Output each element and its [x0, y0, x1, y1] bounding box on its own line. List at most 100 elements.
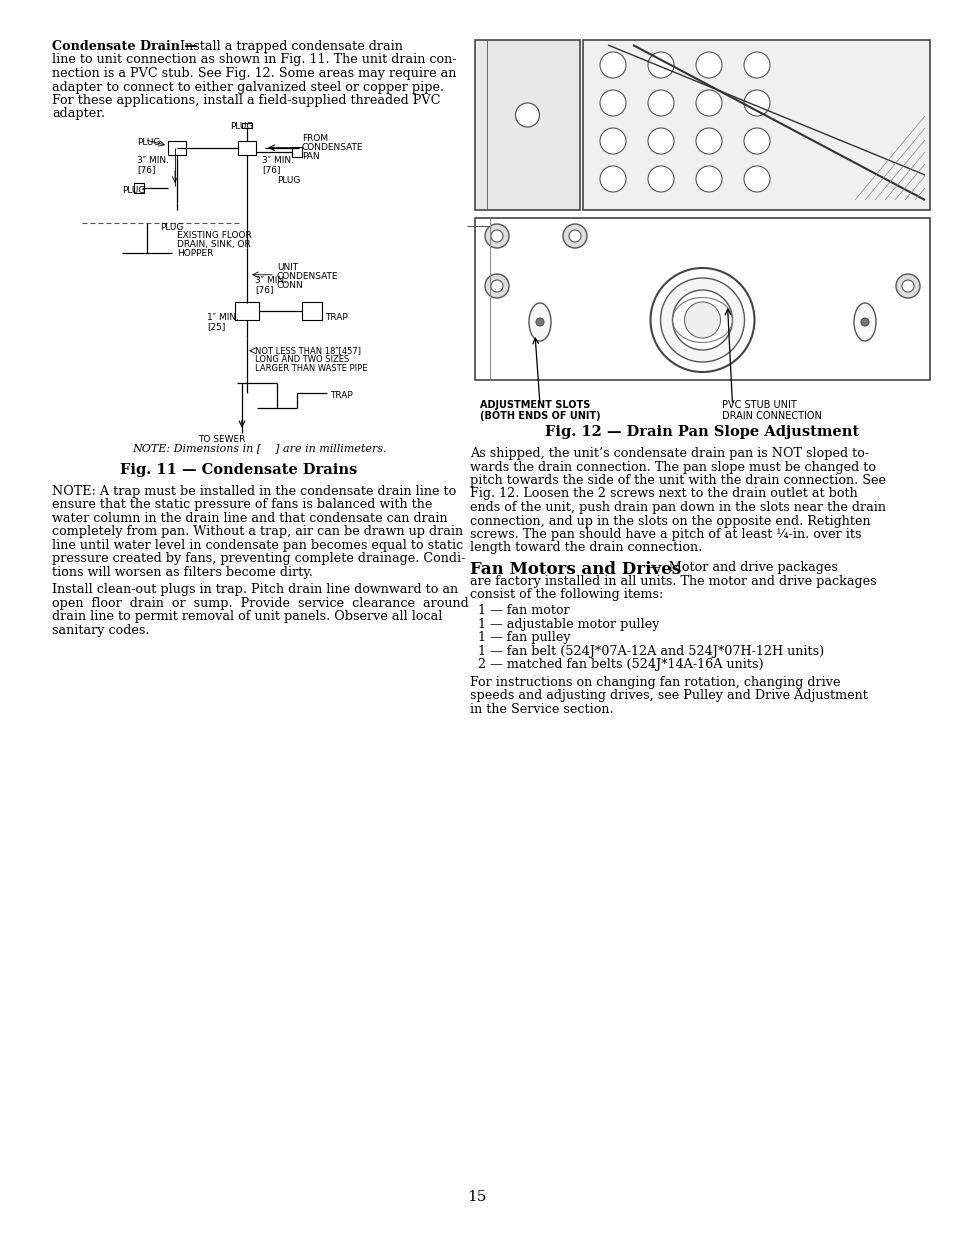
Text: PAN: PAN	[302, 152, 319, 161]
Text: Fan Motors and Drives: Fan Motors and Drives	[470, 561, 680, 578]
Text: CONDENSATE: CONDENSATE	[276, 272, 338, 280]
Text: Fig. 12. Loosen the 2 screws next to the drain outlet at both: Fig. 12. Loosen the 2 screws next to the…	[470, 488, 857, 500]
Text: completely from pan. Without a trap, air can be drawn up drain: completely from pan. Without a trap, air…	[52, 525, 462, 538]
Text: [76]: [76]	[254, 285, 274, 294]
Text: TRAP: TRAP	[330, 390, 353, 400]
Circle shape	[647, 128, 673, 154]
Circle shape	[650, 268, 754, 372]
Circle shape	[484, 274, 509, 298]
Circle shape	[901, 280, 913, 291]
Circle shape	[861, 317, 868, 326]
Bar	[168, 141, 186, 154]
Circle shape	[562, 224, 586, 248]
Circle shape	[743, 52, 769, 78]
Circle shape	[696, 128, 721, 154]
Circle shape	[536, 317, 543, 326]
Text: line to unit connection as shown in Fig. 11. The unit drain con-: line to unit connection as shown in Fig.…	[52, 53, 456, 67]
Circle shape	[672, 290, 732, 350]
Text: LONG AND TWO SIZES: LONG AND TWO SIZES	[254, 354, 349, 364]
Text: line until water level in condensate pan becomes equal to static: line until water level in condensate pan…	[52, 538, 463, 552]
Text: consist of the following items:: consist of the following items:	[470, 588, 662, 601]
Bar	[234, 301, 258, 320]
Circle shape	[599, 52, 625, 78]
Text: Fig. 11 — Condensate Drains: Fig. 11 — Condensate Drains	[120, 463, 357, 477]
Text: length toward the drain connection.: length toward the drain connection.	[470, 541, 701, 555]
Text: 3″ MIN.: 3″ MIN.	[262, 156, 294, 164]
Text: wards the drain connection. The pan slope must be changed to: wards the drain connection. The pan slop…	[470, 461, 875, 473]
Circle shape	[743, 90, 769, 116]
Text: EXISTING FLOOR: EXISTING FLOOR	[177, 231, 252, 240]
Text: adapter to connect to either galvanized steel or copper pipe.: adapter to connect to either galvanized …	[52, 80, 444, 94]
Text: connection, and up in the slots on the opposite end. Retighten: connection, and up in the slots on the o…	[470, 515, 870, 527]
Text: LARGER THAN WASTE PIPE: LARGER THAN WASTE PIPE	[254, 364, 367, 373]
Text: PLUG: PLUG	[122, 185, 145, 195]
Text: TO SEWER: TO SEWER	[198, 435, 246, 443]
Text: —  Motor and drive packages: — Motor and drive packages	[647, 561, 837, 574]
Circle shape	[515, 103, 539, 127]
Circle shape	[696, 90, 721, 116]
Circle shape	[491, 230, 502, 242]
Text: For instructions on changing fan rotation, changing drive: For instructions on changing fan rotatio…	[470, 676, 840, 689]
Text: Install clean-out plugs in trap. Pitch drain line downward to an: Install clean-out plugs in trap. Pitch d…	[52, 583, 457, 597]
Text: nection is a PVC stub. See Fig. 12. Some areas may require an: nection is a PVC stub. See Fig. 12. Some…	[52, 67, 456, 80]
Text: 15: 15	[467, 1191, 486, 1204]
Text: in the Service section.: in the Service section.	[470, 703, 613, 716]
Circle shape	[599, 128, 625, 154]
Text: NOTE: Dimensions in [    ] are in millimeters.: NOTE: Dimensions in [ ] are in millimete…	[132, 443, 386, 453]
Text: speeds and adjusting drives, see Pulley and Drive Adjustment: speeds and adjusting drives, see Pulley …	[470, 689, 867, 703]
Text: pressure created by fans, preventing complete drainage. Condi-: pressure created by fans, preventing com…	[52, 552, 465, 566]
Bar	[475, 40, 579, 210]
Circle shape	[647, 52, 673, 78]
Circle shape	[599, 165, 625, 191]
Text: 1 — adjustable motor pulley: 1 — adjustable motor pulley	[477, 618, 659, 631]
Bar	[475, 219, 929, 380]
Circle shape	[696, 165, 721, 191]
Text: drain line to permit removal of unit panels. Observe all local: drain line to permit removal of unit pan…	[52, 610, 442, 624]
Bar	[302, 301, 322, 320]
Bar	[582, 40, 929, 210]
Text: DRAIN, SINK, OR: DRAIN, SINK, OR	[177, 240, 251, 248]
Text: For these applications, install a field-supplied threaded PVC: For these applications, install a field-…	[52, 94, 440, 107]
Text: pitch towards the side of the unit with the drain connection. See: pitch towards the side of the unit with …	[470, 474, 885, 487]
Text: [76]: [76]	[262, 164, 280, 174]
Text: 2 — matched fan belts (524J*14A-16A units): 2 — matched fan belts (524J*14A-16A unit…	[477, 658, 762, 671]
Circle shape	[684, 303, 720, 338]
Circle shape	[568, 230, 580, 242]
Circle shape	[647, 165, 673, 191]
Text: 1 — fan belt (524J*07A-12A and 524J*07H-12H units): 1 — fan belt (524J*07A-12A and 524J*07H-…	[477, 645, 823, 658]
Text: TRAP: TRAP	[325, 312, 348, 322]
Bar	[237, 141, 255, 154]
Text: PVC STUB UNIT: PVC STUB UNIT	[721, 400, 797, 410]
Circle shape	[491, 280, 502, 291]
Text: ADJUSTMENT SLOTS: ADJUSTMENT SLOTS	[479, 400, 590, 410]
Text: 3″ MIN.: 3″ MIN.	[254, 275, 287, 285]
Text: CONN: CONN	[276, 280, 303, 290]
Bar	[242, 122, 252, 127]
Circle shape	[659, 278, 743, 362]
Text: open  floor  drain  or  sump.  Provide  service  clearance  around: open floor drain or sump. Provide servic…	[52, 597, 468, 610]
Text: UNIT: UNIT	[276, 263, 298, 272]
Ellipse shape	[529, 303, 551, 341]
Text: ends of the unit, push drain pan down in the slots near the drain: ends of the unit, push drain pan down in…	[470, 501, 885, 514]
Text: FROM: FROM	[302, 133, 328, 143]
Text: adapter.: adapter.	[52, 107, 105, 121]
Bar	[133, 183, 144, 193]
Circle shape	[895, 274, 919, 298]
Text: Fig. 12 — Drain Pan Slope Adjustment: Fig. 12 — Drain Pan Slope Adjustment	[545, 425, 859, 438]
Text: DRAIN CONNECTION: DRAIN CONNECTION	[721, 411, 821, 421]
Ellipse shape	[853, 303, 875, 341]
Text: NOT LESS THAN 18″[457]: NOT LESS THAN 18″[457]	[254, 346, 360, 354]
Circle shape	[647, 90, 673, 116]
Text: [76]: [76]	[137, 164, 155, 174]
Text: PLUG: PLUG	[230, 122, 253, 131]
Text: 1 — fan motor: 1 — fan motor	[477, 604, 569, 618]
Text: PLUG: PLUG	[160, 222, 184, 232]
Text: [25]: [25]	[207, 322, 225, 331]
Text: NOTE: A trap must be installed in the condensate drain line to: NOTE: A trap must be installed in the co…	[52, 485, 456, 498]
Circle shape	[484, 224, 509, 248]
Text: tions will worsen as filters become dirty.: tions will worsen as filters become dirt…	[52, 566, 313, 579]
Text: 1″ MIN.: 1″ MIN.	[207, 312, 239, 322]
Text: Condensate Drain —: Condensate Drain —	[52, 40, 197, 53]
Text: Install a trapped condensate drain: Install a trapped condensate drain	[180, 40, 402, 53]
Text: HOPPER: HOPPER	[177, 248, 213, 258]
